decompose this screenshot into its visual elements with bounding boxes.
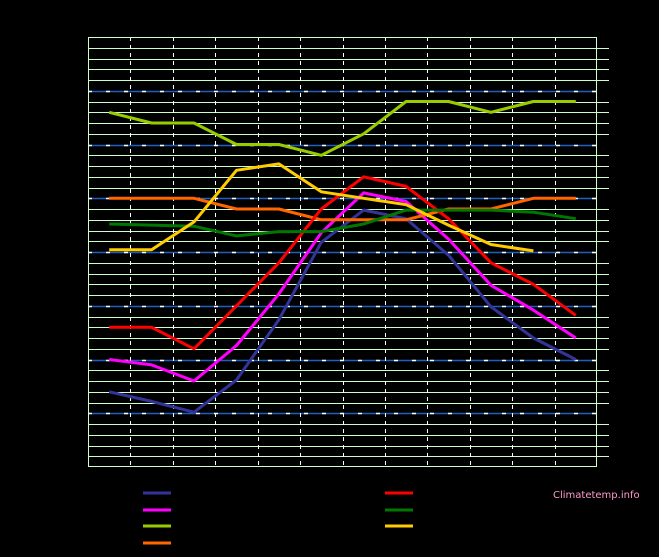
watermark-text: Climatetemp.info xyxy=(553,490,640,501)
chart-legend xyxy=(143,491,413,545)
data-series xyxy=(108,100,577,414)
plot-area-border xyxy=(88,37,597,467)
series-1-line xyxy=(108,208,577,414)
series-5-line xyxy=(109,175,577,351)
series-2-line xyxy=(109,191,577,383)
series-3-line xyxy=(108,100,576,157)
horizontal-gridlines xyxy=(88,48,609,457)
series-4-line xyxy=(109,196,576,222)
series-7-line xyxy=(109,162,534,253)
